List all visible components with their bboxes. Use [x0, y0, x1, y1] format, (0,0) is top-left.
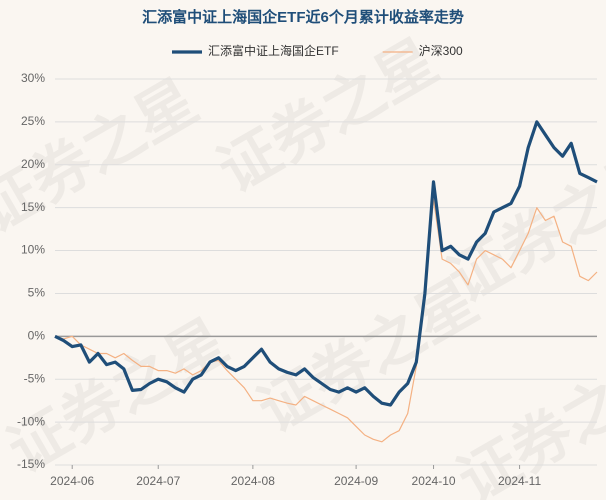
y-tick-label: 5%	[28, 286, 46, 300]
legend-label: 沪深300	[419, 44, 463, 58]
x-tick-label: 2024-09	[334, 474, 378, 488]
x-tick-label: 2024-06	[50, 474, 94, 488]
y-tick-label: 30%	[21, 71, 45, 85]
chart-title: 汇添富中证上海国企ETF近6个月累计收益率走势	[142, 8, 464, 26]
series-line	[54, 198, 598, 443]
legend-label: 汇添富中证上海国企ETF	[208, 43, 339, 58]
y-tick-label: -10%	[17, 414, 45, 428]
watermark: 证券之星	[437, 137, 606, 315]
y-tick-label: 25%	[21, 114, 45, 128]
y-tick-label: 15%	[21, 200, 45, 214]
x-tick-label: 2024-10	[412, 474, 456, 488]
series-line	[54, 120, 598, 407]
x-tick-label: 2024-07	[136, 474, 180, 488]
y-tick-label: 0%	[28, 329, 46, 343]
x-tick-label: 2024-08	[231, 474, 275, 488]
y-tick-label: -5%	[24, 371, 46, 385]
y-tick-label: 20%	[21, 157, 45, 171]
y-tick-label: -15%	[17, 457, 45, 471]
y-tick-label: 10%	[21, 243, 45, 257]
x-tick-label: 2024-11	[498, 474, 541, 488]
